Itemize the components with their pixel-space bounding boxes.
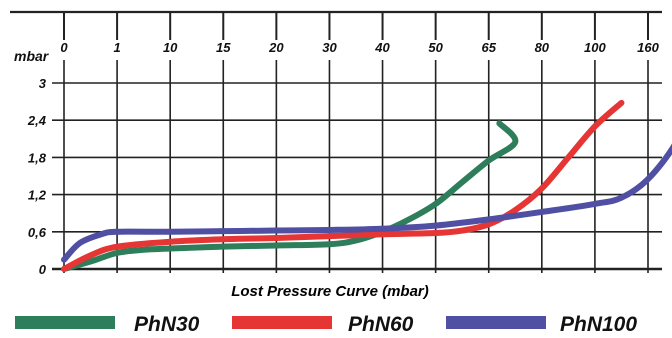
x-tick-label: 80 bbox=[535, 40, 550, 55]
legend-swatch-phn30 bbox=[15, 316, 115, 329]
x-tick-label: 160 bbox=[637, 40, 659, 55]
legend-swatch-phn100 bbox=[446, 316, 546, 329]
x-tick-label: 100 bbox=[584, 40, 606, 55]
legend-label-phn30: PhN30 bbox=[134, 313, 200, 336]
series-line-phn100 bbox=[61, 143, 672, 263]
x-tick-label: 10 bbox=[163, 40, 178, 55]
y-axis-unit-label: mbar bbox=[14, 48, 50, 64]
series-line-phn60 bbox=[61, 99, 625, 272]
y-tick-label: 0,6 bbox=[28, 225, 47, 240]
x-tick-label: 15 bbox=[216, 40, 231, 55]
legend: PhN30 PhN60 PhN100 bbox=[15, 313, 637, 336]
x-tick-label: 65 bbox=[481, 40, 496, 55]
series-group bbox=[61, 99, 672, 272]
x-tick-label: 1 bbox=[113, 40, 120, 55]
y-tick-label: 1,2 bbox=[28, 188, 47, 203]
x-axis: 0 1 10 15 20 30 40 50 65 80 100 160 bbox=[10, 10, 662, 55]
legend-label-phn60: PhN60 bbox=[348, 313, 414, 336]
legend-label-phn100: PhN100 bbox=[560, 313, 637, 336]
x-tick-label: 40 bbox=[374, 40, 390, 55]
y-tick-label: 0 bbox=[39, 262, 47, 277]
x-axis-title: Lost Pressure Curve (mbar) bbox=[231, 283, 429, 300]
y-tick-label: 1,8 bbox=[28, 150, 47, 165]
legend-swatch-phn60 bbox=[232, 316, 332, 329]
x-tick-label: 20 bbox=[268, 40, 284, 55]
y-tick-label: 3 bbox=[39, 76, 47, 91]
series-line-phn30 bbox=[61, 120, 519, 272]
x-tick-label: 50 bbox=[428, 40, 443, 55]
y-tick-label: 2,4 bbox=[27, 113, 47, 128]
x-tick-label: 0 bbox=[60, 40, 68, 55]
x-tick-label: 30 bbox=[322, 40, 337, 55]
y-axis: 0 0,6 1,2 1,8 2,4 3 bbox=[27, 76, 47, 277]
